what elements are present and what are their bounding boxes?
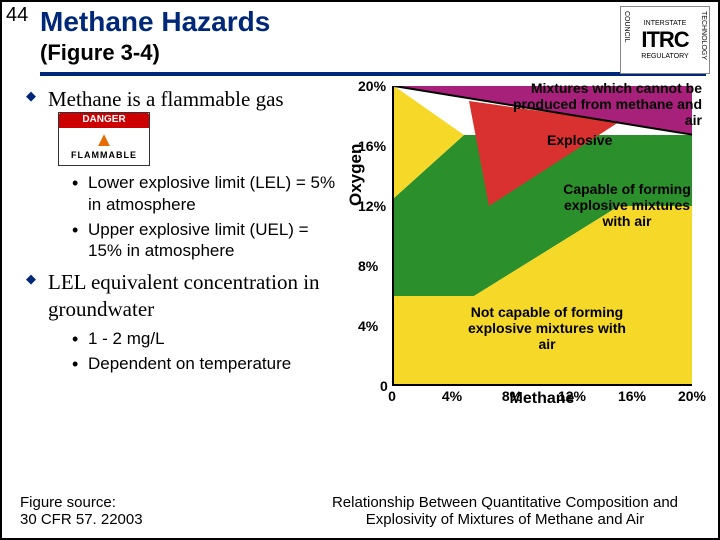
logo-right: TECHNOLOGY: [700, 11, 707, 60]
ann-capable: Capable of forming explosive mixtures wi…: [552, 181, 702, 229]
logo-left: COUNCIL: [623, 11, 630, 43]
bullet-1-sub-2: Upper explosive limit (UEL) = 15% in atm…: [72, 219, 342, 262]
figure-source-value: 30 CFR 57. 22003: [20, 511, 143, 528]
bullet-1-sub-1: Lower explosive limit (LEL) = 5% in atmo…: [72, 172, 342, 215]
itrc-logo: COUNCIL INTERSTATE ITRC REGULATORY TECHN…: [620, 6, 710, 74]
bullet-2-sub-1: 1 - 2 mg/L: [72, 328, 342, 349]
page-subtitle: (Figure 3-4): [40, 40, 706, 66]
ytick-16: 16%: [358, 138, 386, 154]
flame-icon: ▲: [94, 130, 114, 150]
bullet-list: Methane is a flammable gas DANGER ▲ FLAM…: [12, 86, 342, 416]
logo-top: INTERSTATE: [644, 20, 687, 27]
flammable-label: FLAMMABLE: [71, 150, 137, 161]
bullet-2-text: LEL equivalent concentration in groundwa…: [48, 270, 320, 320]
header-rule: [40, 72, 706, 76]
logo-bottom: REGULATORY: [641, 53, 688, 60]
ytick-4: 4%: [358, 318, 378, 334]
ann-not-capable: Not capable of forming explosive mixture…: [462, 304, 632, 352]
figure-source-label: Figure source:: [20, 494, 116, 511]
footer: Figure source: 30 CFR 57. 22003 Relation…: [20, 494, 700, 528]
ytick-20: 20%: [358, 78, 386, 94]
bullet-1-text: Methane is a flammable gas: [48, 87, 284, 111]
page-title: Methane Hazards: [40, 6, 706, 38]
figure-source: Figure source: 30 CFR 57. 22003: [20, 494, 143, 528]
bullet-1: Methane is a flammable gas DANGER ▲ FLAM…: [26, 86, 342, 261]
ann-impossible: Mixtures which cannot be produced from m…: [502, 80, 702, 128]
ytick-0: 0: [380, 378, 388, 394]
ann-explosive: Explosive: [547, 132, 612, 148]
ytick-12: 12%: [358, 198, 386, 214]
bullet-2: LEL equivalent concentration in groundwa…: [26, 269, 342, 374]
ytick-8: 8%: [358, 258, 378, 274]
danger-sign: DANGER ▲ FLAMMABLE: [58, 112, 150, 166]
logo-main: ITRC: [641, 27, 688, 53]
chart-caption: Relationship Between Quantitative Compos…: [310, 494, 700, 528]
x-axis-label: Methane: [392, 390, 692, 408]
bullet-2-sub-2: Dependent on temperature: [72, 353, 342, 374]
danger-label: DANGER: [59, 113, 149, 128]
explosivity-chart: Oxygen 20%: [352, 86, 702, 416]
slide-number: 44: [6, 4, 28, 27]
